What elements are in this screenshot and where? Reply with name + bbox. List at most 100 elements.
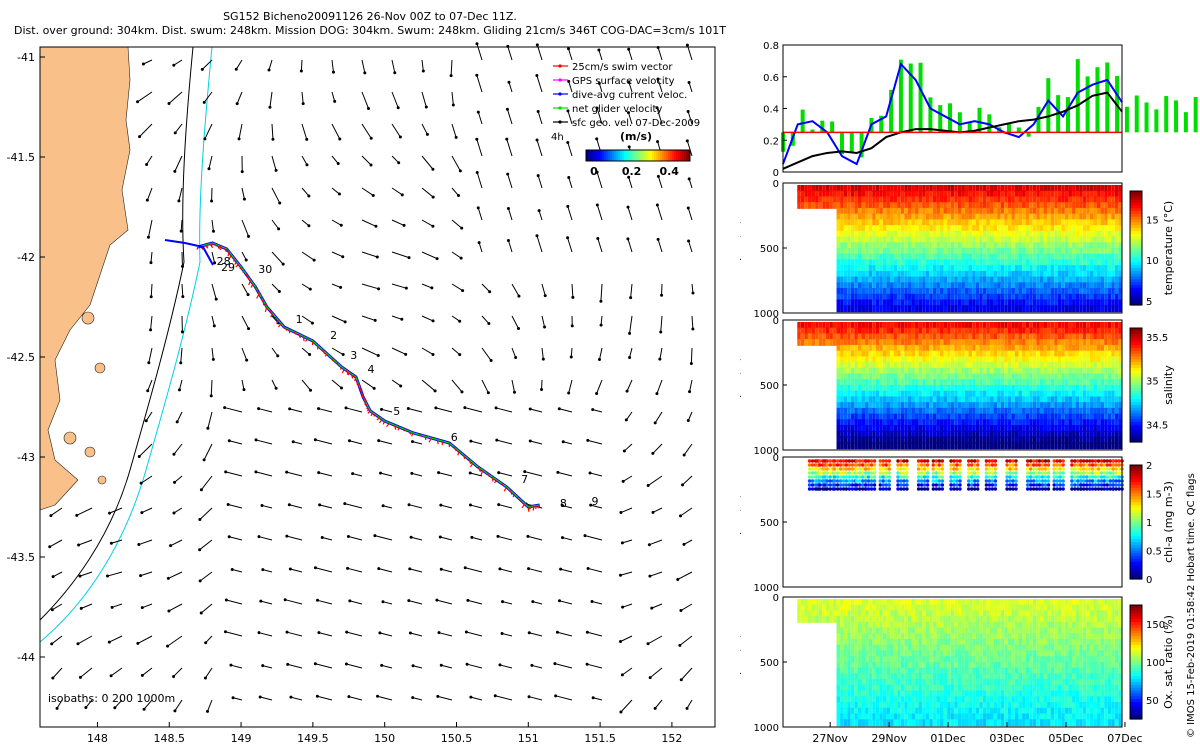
profile-sample	[1086, 202, 1090, 210]
profile-sample	[1100, 248, 1105, 255]
profile-sample	[979, 322, 983, 329]
profile-sample	[957, 196, 962, 204]
profile-sample	[929, 270, 933, 278]
profile-sample	[1107, 248, 1112, 255]
profile-sample	[964, 185, 969, 192]
current-vector	[567, 110, 573, 125]
profile-sample	[857, 327, 862, 335]
profile-sample	[850, 373, 855, 381]
profile-sample	[968, 322, 973, 329]
profile-sample	[1079, 322, 1083, 329]
profile-sample	[1043, 236, 1047, 244]
profile-sample	[993, 253, 998, 261]
profile-sample	[907, 305, 912, 313]
swim-vector	[467, 458, 472, 465]
profile-sample	[1025, 379, 1030, 387]
swim-vector	[227, 251, 230, 257]
profile-sample	[911, 407, 915, 415]
profile-sample	[1082, 282, 1087, 290]
profile-sample	[904, 202, 908, 210]
current-vector-head	[506, 207, 510, 211]
current-vector	[586, 663, 603, 669]
profile-sample	[1100, 253, 1105, 261]
profile-sample	[1064, 288, 1069, 295]
current-vector-head	[242, 388, 246, 392]
profile-sample	[900, 207, 905, 215]
profile-sample	[1075, 276, 1080, 284]
current-vector	[451, 187, 459, 196]
profile-sample	[1022, 430, 1026, 438]
profile-sample	[1032, 207, 1037, 215]
profile-sample	[936, 253, 940, 261]
profile-sample	[875, 190, 880, 198]
profile-sample	[865, 436, 869, 444]
profile-sample	[997, 265, 1001, 273]
profile-sample	[975, 350, 980, 358]
profile-sample	[868, 282, 873, 290]
profile-sample	[929, 207, 933, 215]
current-vector	[555, 695, 573, 701]
profile-sample	[836, 350, 841, 358]
profile-sample	[1039, 236, 1044, 244]
profile-sample	[993, 276, 998, 284]
profile-sample	[979, 202, 983, 210]
profile-sample	[1118, 413, 1122, 421]
current-vector-head	[210, 199, 214, 203]
profile-sample	[900, 213, 905, 221]
profile-sample	[1114, 402, 1119, 410]
profile-sample	[1086, 356, 1090, 364]
colorbar-cell	[674, 150, 677, 161]
profile-sample	[807, 190, 812, 198]
profile-sample	[929, 230, 933, 238]
profile-sample	[950, 299, 955, 307]
net-velocity-bar	[1065, 97, 1070, 133]
profile-sample	[875, 282, 880, 290]
profile-sample	[979, 236, 983, 244]
profile-sample	[979, 230, 983, 238]
map-xtick-label: 148.5	[154, 732, 186, 745]
profile-sample	[854, 270, 858, 278]
profile-sample	[1097, 362, 1101, 369]
chla-sample	[832, 483, 837, 487]
current-vector	[691, 315, 694, 330]
profile-sample	[1057, 265, 1062, 273]
profile-sample	[918, 362, 923, 369]
current-vector-head	[463, 406, 467, 410]
colorbar-cell	[666, 150, 669, 161]
profile-sample	[865, 367, 869, 375]
current-vector-head	[437, 471, 441, 475]
colorbar-cell	[634, 150, 637, 161]
swim-vector	[493, 479, 498, 484]
profile-sample	[964, 202, 969, 210]
profile-sample	[1079, 288, 1083, 295]
profile-sample	[957, 253, 962, 261]
profile-sample	[1072, 339, 1076, 347]
cbar-cell	[1130, 213, 1142, 218]
profile-sample	[1000, 356, 1005, 364]
profile-sample	[1111, 390, 1115, 398]
profile-sample	[968, 373, 973, 381]
net-velocity-bar	[898, 59, 903, 133]
profile-sample	[1082, 396, 1087, 404]
colorbar-cell	[616, 150, 619, 161]
profile-sample	[811, 333, 816, 341]
profile-sample	[997, 373, 1001, 381]
profile-sample	[1072, 219, 1076, 227]
chla-sample	[810, 487, 815, 491]
profile-sample	[840, 413, 844, 421]
profile-sample	[836, 219, 841, 227]
profile-sample	[957, 282, 962, 290]
profile-sample	[882, 202, 887, 210]
current-vector	[682, 475, 693, 486]
profile-sample	[918, 356, 923, 364]
current-vector-head	[435, 598, 439, 602]
profile-sample	[972, 213, 976, 221]
current-vector	[301, 347, 310, 355]
current-vector	[626, 379, 633, 392]
profile-sample	[890, 282, 894, 290]
profile-sample	[857, 402, 862, 410]
profile-sample	[872, 248, 876, 255]
current-vector-head	[224, 470, 228, 474]
profile-sample	[964, 333, 969, 341]
profile-sample	[865, 322, 869, 329]
